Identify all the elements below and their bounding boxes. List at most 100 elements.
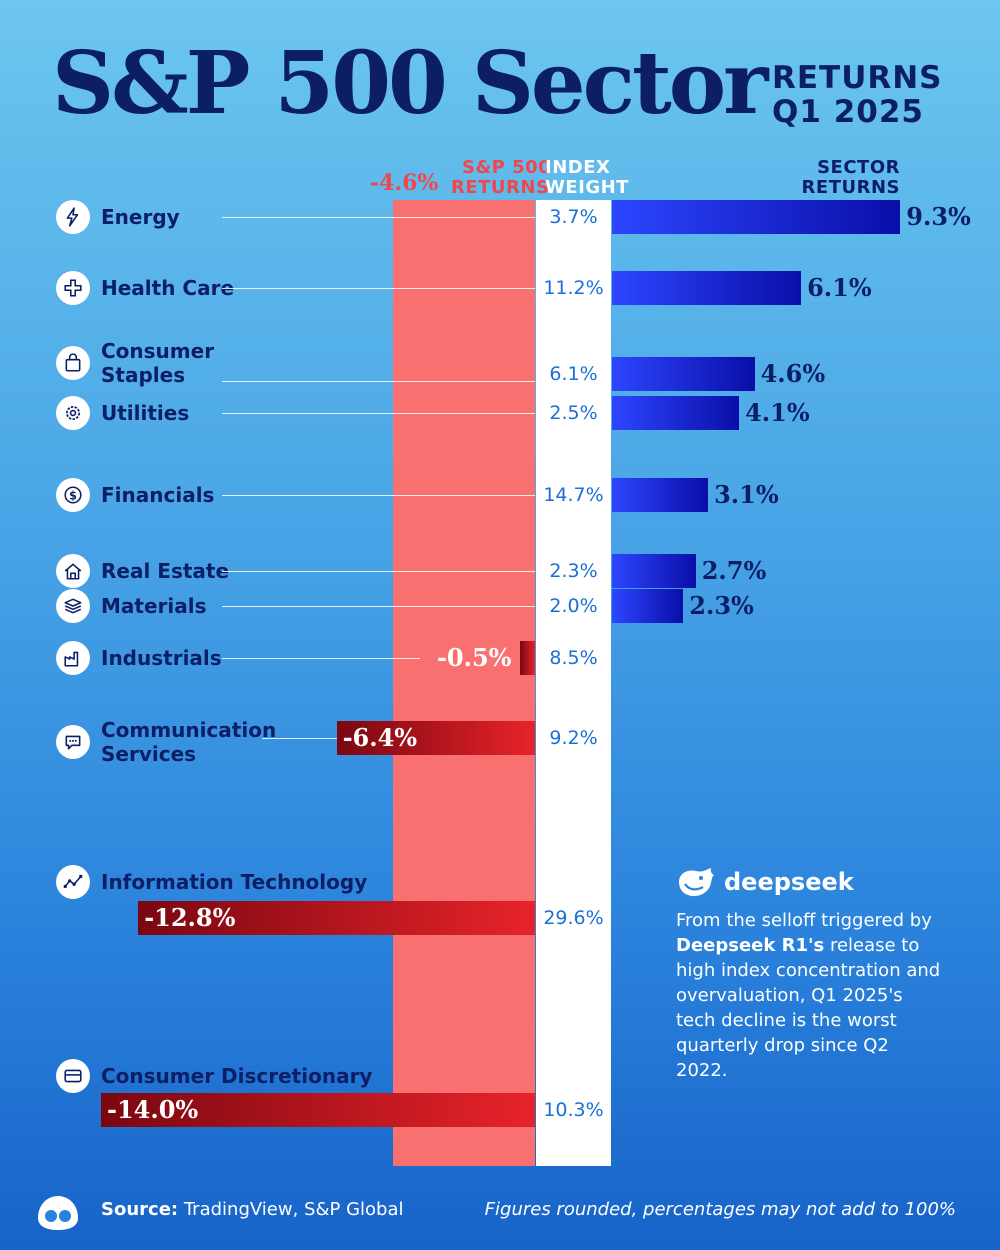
index-weight-value: 6.1% [549,363,598,385]
leader-line-utilities [222,413,535,414]
index-weight-value: 10.3% [543,1099,604,1121]
sector-icon-health-care [56,271,90,305]
bar-materials [612,589,684,623]
deepseek-logo-icon [679,868,714,897]
return-value-energy: 9.3% [906,202,971,231]
bar-consumer-discretionary [101,1093,535,1127]
bar-information-technology [138,901,535,935]
deepseek-annotation: From the selloff triggered by Deepseek R… [676,910,941,1081]
leader-line-consumer [222,381,535,382]
index-weight-value: 2.0% [549,595,598,617]
return-value-real-estate: 2.7% [701,556,767,585]
return-value-information-technology: -12.8% [144,903,236,932]
sector-label-line1: Energy [101,205,180,229]
sector-label-real-estate: Real Estate [101,559,229,583]
sector-label-health-care: Health Care [101,276,234,300]
sp500-average-value: -4.6% [370,170,439,196]
sector-icon-financials: $ [56,478,90,512]
sector-label-line1: Real Estate [101,559,230,583]
chat-icon [65,735,81,750]
svg-text:$: $ [69,489,77,502]
sector-label-line1: Consumer Discretionary [101,1064,373,1088]
leader-line-energy [222,217,535,218]
sector-icon-utilities [56,396,90,430]
sector-icon-communication [56,725,90,759]
sector-label-financials: Financials [101,483,214,507]
return-value-communication: -6.4% [342,723,418,752]
sector-label-line1: Materials [101,594,207,618]
leader-line-financials [222,495,535,496]
sector-label-information-technology: Information Technology [101,870,367,894]
bar-utilities [612,396,740,430]
bar-financials [612,478,709,512]
sector-label-line1: Financials [101,483,215,507]
lightning-icon [66,207,79,227]
sector-label-line1: Utilities [101,401,190,425]
sector-icon-energy [56,200,90,234]
sector-label-line1: Health Care [101,276,235,300]
return-value-industrials: -0.5% [436,643,512,672]
sector-label-consumer: Consumer Staples [101,339,214,387]
sector-label-communication: Communication Services [101,718,276,766]
sector-label-line1: Industrials [101,646,222,670]
return-value-financials: 3.1% [714,480,779,509]
weight-header-line2: WEIGHT [545,177,629,198]
sp500-header-line2: RETURNS [451,177,550,198]
sector-icon-consumer [56,346,90,380]
leader-line-real-estate [222,571,535,572]
sector-label-energy: Energy [101,205,180,229]
index-weight-value: 14.7% [543,484,604,506]
index-weight-value: 3.7% [549,206,598,228]
sp500-reference-band [393,200,535,1166]
sector-label-utilities: Utilities [101,401,189,425]
layers-icon [64,598,82,614]
card-icon [64,1069,82,1083]
return-value-consumer: 4.6% [760,359,826,388]
return-value-health-care: 6.1% [807,273,872,302]
return-value-materials: 2.3% [689,591,754,620]
index-weight-value: 2.5% [549,402,598,424]
chart-title: S&P 500 Sector [52,33,768,134]
bar-communication [336,721,535,755]
sector-label-line2: Staples [101,363,186,387]
leader-line-materials [222,606,535,607]
house-icon [64,563,82,580]
leader-line-industrials [222,658,420,659]
sector-header-line2: RETURNS [801,177,900,198]
index-weight-column [536,200,611,1166]
plus-icon [64,279,82,297]
bar-real-estate [612,554,696,588]
sector-icon-information-technology [56,865,90,899]
chart-subtitle-period: Q1 2025 [772,94,924,130]
sector-label-industrials: Industrials [101,646,222,670]
sector-label-consumer-discretionary: Consumer Discretionary [101,1064,372,1088]
bar-energy [612,200,901,234]
return-value-consumer-discretionary: -14.0% [107,1095,199,1124]
dollar-icon: $ [64,486,82,504]
line-chart-icon [63,874,83,889]
sector-icon-industrials [56,641,90,675]
sector-header-line1: SECTOR [817,157,900,178]
leader-line-health-care [222,288,535,289]
bar-industrials [519,641,535,675]
factory-icon [64,651,79,667]
sector-label-materials: Materials [101,594,207,618]
bag-icon [65,353,81,372]
leader-line-communication [262,738,337,739]
sector-label-line2: Services [101,742,197,766]
index-weight-value: 29.6% [543,907,604,929]
rounding-footnote: Figures rounded, percentages may not add… [484,1199,956,1220]
deepseek-brand-name: deepseek [724,868,854,896]
sector-icon-real-estate [56,554,90,588]
source-credit: Source: TradingView, S&P Global [101,1199,404,1220]
index-weight-value: 9.2% [549,727,598,749]
sector-label-line1: Information Technology [101,870,368,894]
sector-label-line1: Communication [101,718,277,742]
index-weight-value: 11.2% [543,277,604,299]
sector-icon-materials [56,589,90,623]
sector-icon-consumer-discretionary [56,1059,90,1093]
index-weight-value: 8.5% [549,647,598,669]
return-value-utilities: 4.1% [745,398,810,427]
chart-subtitle-returns: RETURNS [772,60,943,96]
index-weight-value: 2.3% [549,560,598,582]
